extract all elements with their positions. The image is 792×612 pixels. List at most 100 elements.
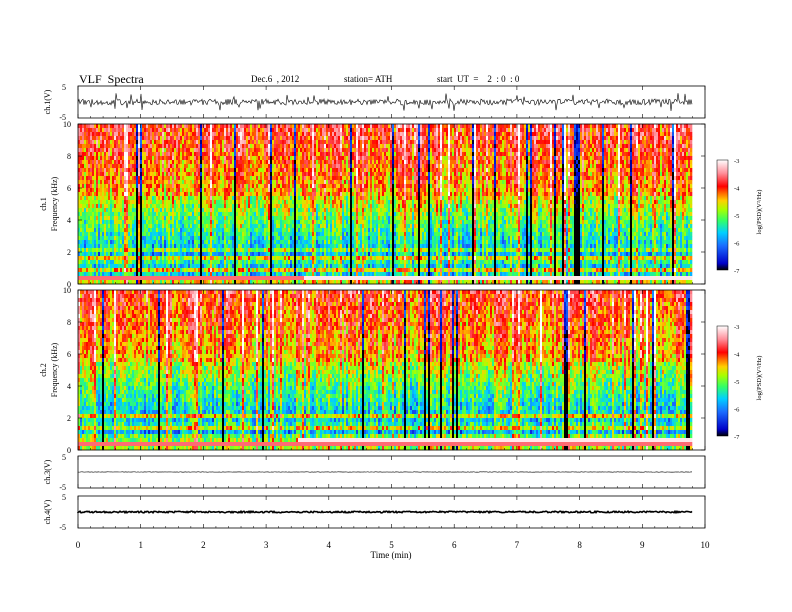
spectrogram-cell [134, 256, 136, 260]
spectrogram-cell [234, 124, 236, 128]
spectrogram-cell [290, 188, 292, 192]
spectrogram-cell [184, 236, 186, 240]
spectrogram-cell [290, 208, 292, 212]
spectrogram-cell [160, 220, 162, 224]
spectrogram-cell [210, 228, 212, 232]
spectrogram-cell [304, 144, 306, 148]
spectrogram-cell [126, 240, 128, 244]
spectrogram-cell [216, 168, 218, 172]
spectrogram-cell [146, 264, 148, 268]
spectrogram-cell [186, 132, 188, 136]
spectrogram-cell [136, 216, 138, 220]
spectrogram-cell [272, 128, 274, 132]
spectrogram-cell [290, 200, 292, 204]
spectrogram-cell [200, 236, 202, 240]
spectrogram-cell [168, 152, 170, 156]
spectrogram-cell [296, 156, 298, 160]
spectrogram-cell [164, 128, 166, 132]
spectrogram-cell [314, 216, 316, 220]
spectrogram-cell [118, 272, 120, 276]
spectrogram-cell [98, 268, 100, 272]
spectrogram-cell [286, 156, 288, 160]
spectrogram-cell [250, 184, 252, 188]
spectrogram-cell [282, 192, 284, 196]
spectrogram-cell [320, 164, 322, 168]
spectrogram-cell [212, 220, 214, 224]
spectrogram-cell [184, 196, 186, 200]
spectrogram-cell [154, 264, 156, 268]
spectrogram-cell [282, 208, 284, 212]
spectrogram-cell [202, 152, 204, 156]
spectrogram-cell [214, 216, 216, 220]
spectrogram-cell [206, 248, 208, 252]
spectrogram-cell [284, 132, 286, 136]
spectrogram-cell [114, 184, 116, 188]
spectrogram-cell [88, 152, 90, 156]
spectrogram-cell [100, 232, 102, 236]
spectrogram-cell [244, 148, 246, 152]
spectrogram-cell [248, 208, 250, 212]
spectrogram-cell [226, 144, 228, 148]
spectrogram-cell [258, 252, 260, 256]
spectrogram-cell [158, 192, 160, 196]
spectrogram-cell [226, 228, 228, 232]
spectrogram-cell [192, 240, 194, 244]
spectrogram-cell [240, 220, 242, 224]
spectrogram-cell [188, 204, 190, 208]
spectrogram-cell [242, 188, 244, 192]
spectrogram-cell [114, 192, 116, 196]
spectrogram-cell [82, 236, 84, 240]
spectrogram-cell [272, 168, 274, 172]
spectrogram-cell [224, 252, 226, 256]
spectrogram-cell [206, 148, 208, 152]
spectrogram-cell [164, 272, 166, 276]
spectrogram-cell [274, 260, 276, 264]
spectrogram-cell [196, 136, 198, 140]
spectrogram-cell [306, 224, 308, 228]
spectrogram-cell [312, 200, 314, 204]
spectrogram-cell [284, 128, 286, 132]
spectrogram-cell [302, 248, 304, 252]
spectrogram-cell [108, 128, 110, 132]
spectrogram-cell [154, 144, 156, 148]
spectrogram-cell [232, 156, 234, 160]
spectrogram-cell [122, 124, 124, 128]
spectrogram-cell [302, 136, 304, 140]
spectrogram-cell [262, 200, 264, 204]
spectrogram-cell [254, 188, 256, 192]
spectrogram-cell [288, 140, 290, 144]
spectrogram-cell [176, 220, 178, 224]
spectrogram-cell [124, 208, 126, 212]
spectrogram-cell [130, 224, 132, 228]
spectrogram-cell [120, 224, 122, 228]
spectrogram-cell [312, 136, 314, 140]
spectrogram-cell [206, 136, 208, 140]
spectrogram-cell [222, 200, 224, 204]
spectrogram-cell [108, 124, 110, 128]
spectrogram-cell [264, 244, 266, 248]
spectrogram-cell [112, 268, 114, 272]
spectrogram-cell [166, 228, 168, 232]
spectrogram-cell [268, 152, 270, 156]
spectrogram-cell [222, 204, 224, 208]
spectrogram-cell [196, 208, 198, 212]
spectrogram-cell [192, 160, 194, 164]
spectrogram-cell [208, 152, 210, 156]
spectrogram-cell [298, 220, 300, 224]
spectrogram-cell [302, 256, 304, 260]
spectrogram-cell [278, 212, 280, 216]
spectrogram-cell [296, 128, 298, 132]
spectrogram-cell [174, 196, 176, 200]
spectrogram-cell [286, 136, 288, 140]
spectrogram-cell [250, 252, 252, 256]
spectrogram-cell [270, 216, 272, 220]
spectrogram-cell [88, 220, 90, 224]
spectrogram-cell [114, 228, 116, 232]
spectrogram-cell [212, 268, 214, 272]
spectrogram-cell [194, 196, 196, 200]
spectrogram-cell [204, 156, 206, 160]
spectrogram-cell [206, 276, 208, 280]
spectrogram-cell [226, 260, 228, 264]
spectrogram-cell [236, 132, 238, 136]
spectrogram-cell [230, 260, 232, 264]
